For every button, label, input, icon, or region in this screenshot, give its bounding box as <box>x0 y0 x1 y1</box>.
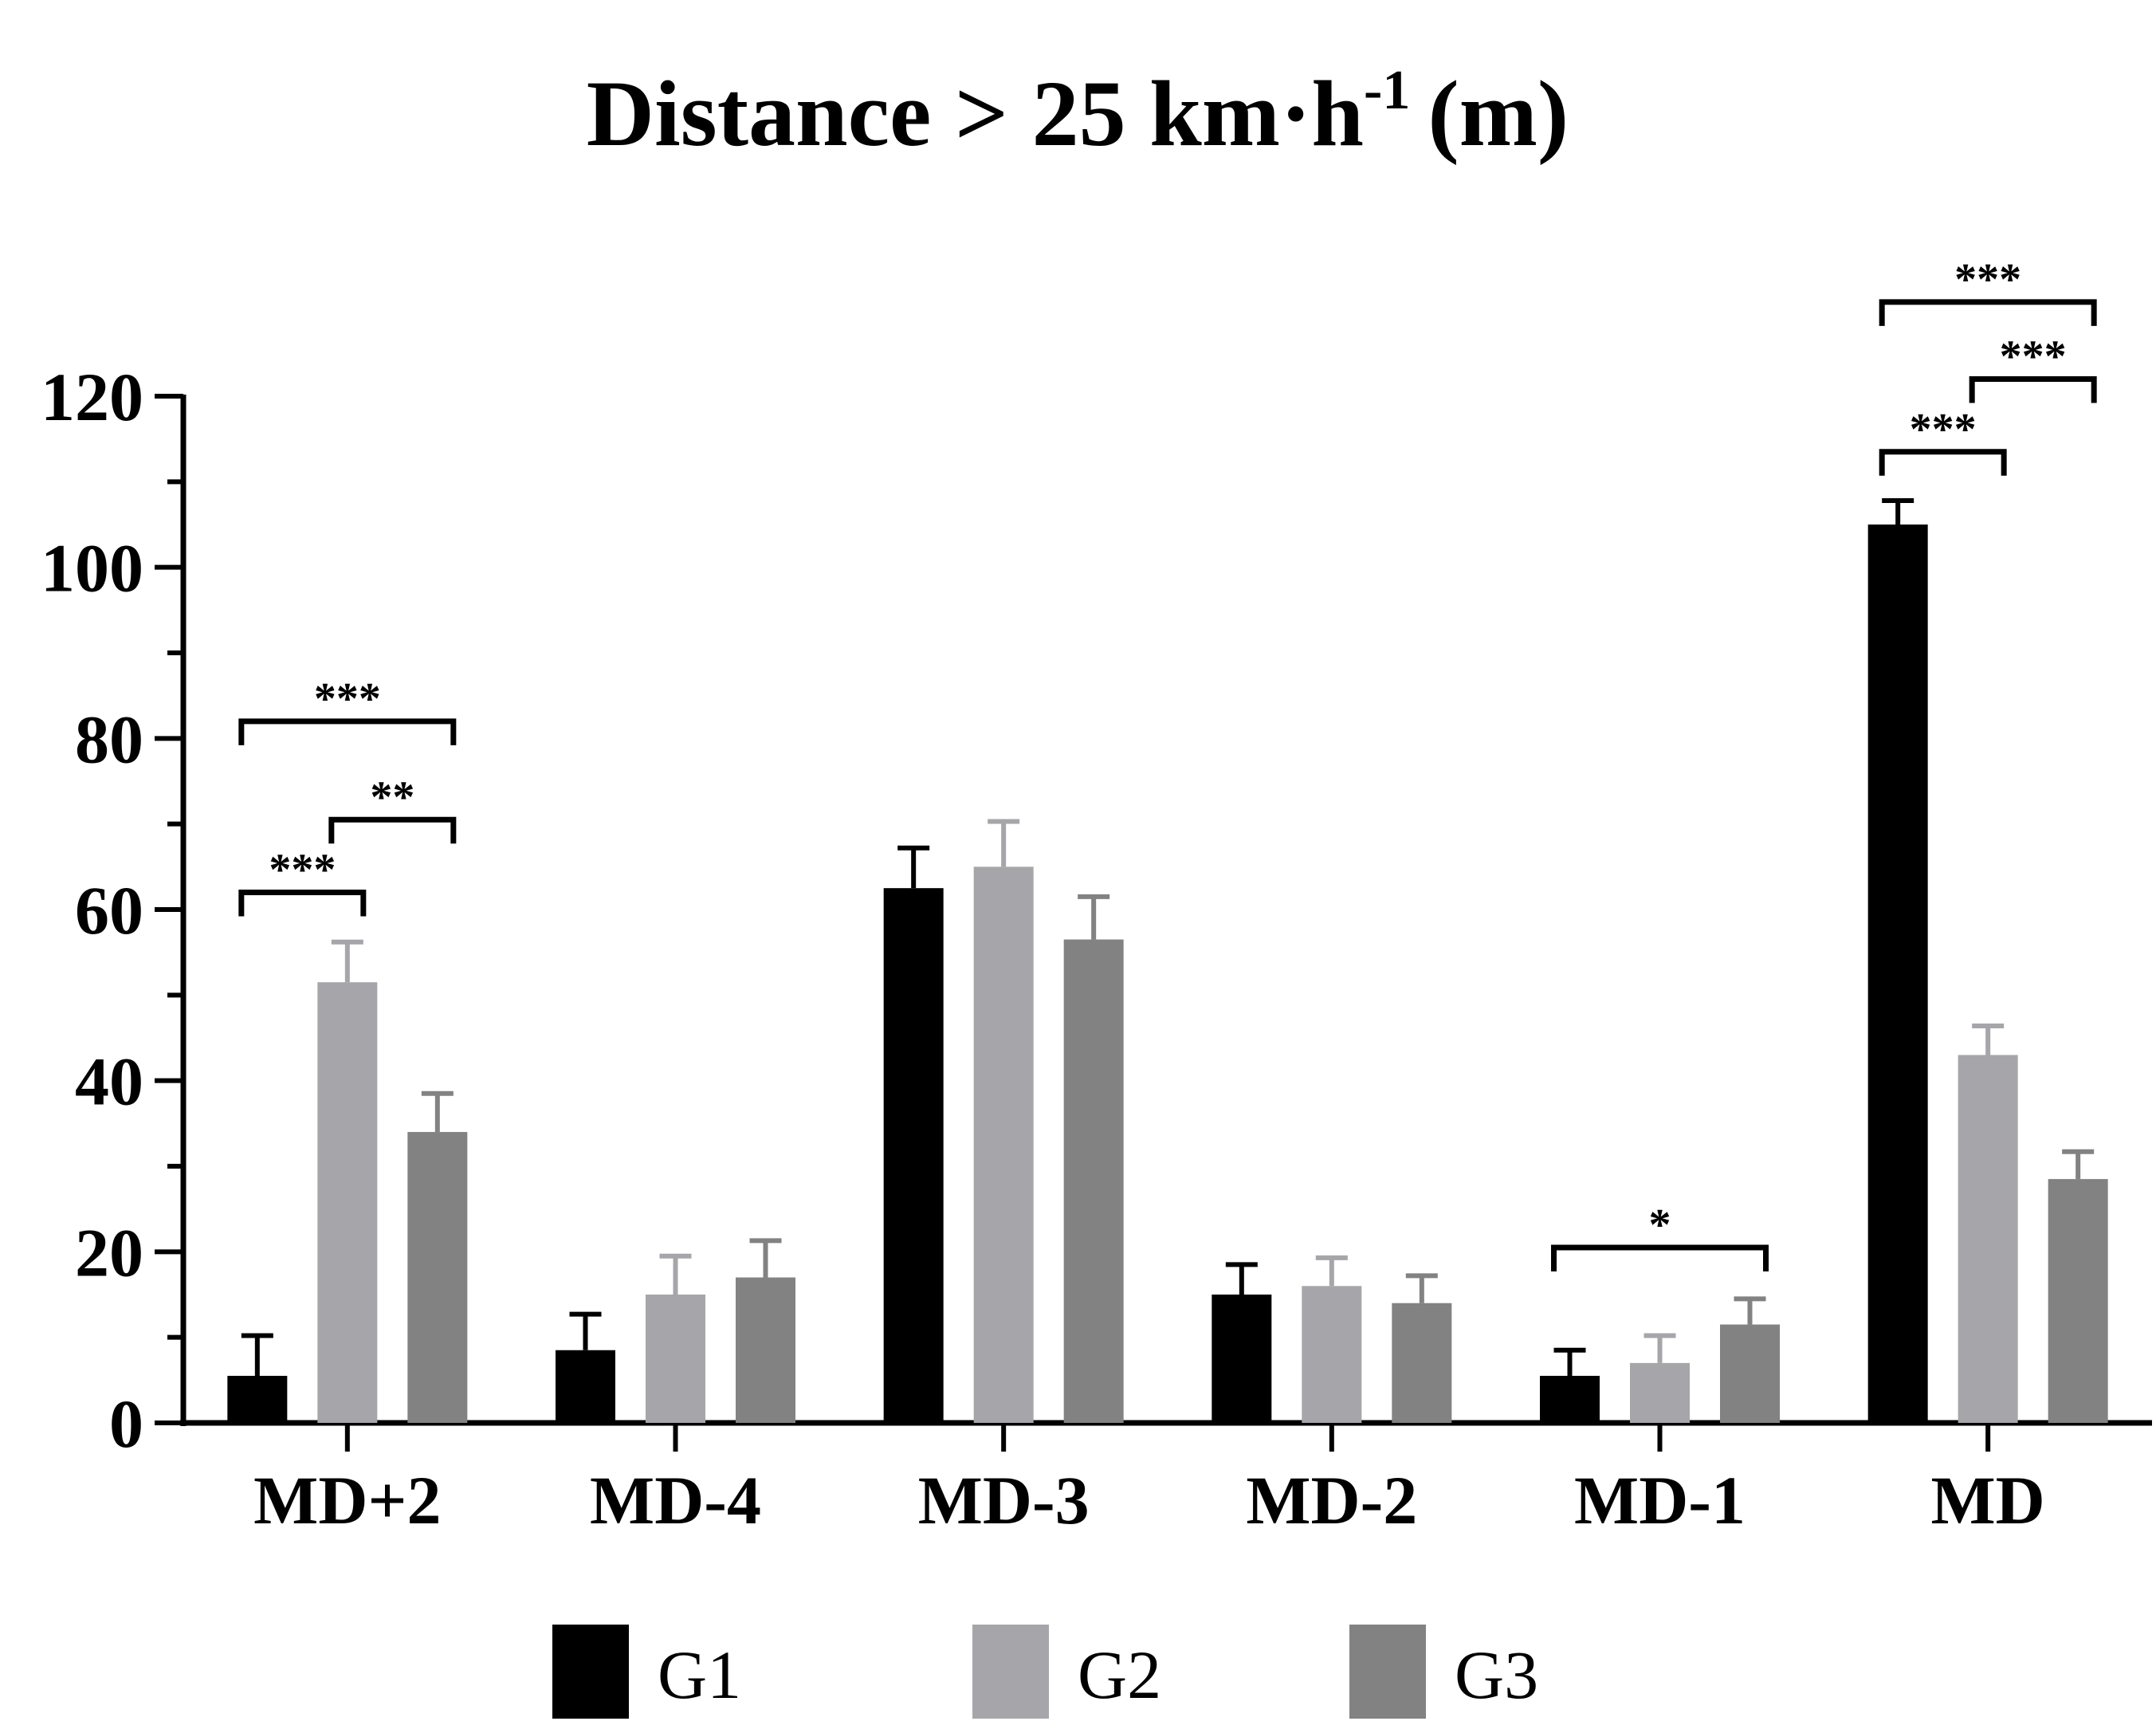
chart-title: Distance > 25 km·h-1 (m) <box>587 60 1569 166</box>
axes: 0 20 40 60 80 100 120 MD+2 MD-4 MD-3 MD-2 MD-1 MD <box>41 359 2152 1538</box>
bar <box>1302 1286 1362 1423</box>
x-tick-label: MD <box>1931 1462 2045 1538</box>
bar <box>1212 1295 1272 1423</box>
significance-bracket <box>328 816 457 844</box>
significance-group: ****************** <box>238 255 2097 1271</box>
bars-group <box>227 525 2108 1423</box>
significance-label: *** <box>269 846 336 895</box>
bar <box>973 866 1034 1423</box>
bar <box>2048 1179 2108 1423</box>
significance-label: ** <box>370 772 414 822</box>
bar <box>407 1132 468 1423</box>
x-tick-label: MD-1 <box>1574 1462 1746 1538</box>
significance-label: *** <box>314 674 381 724</box>
y-tick-label: 60 <box>75 872 143 949</box>
legend: G1 G2 G3 <box>552 1625 1538 1719</box>
legend-swatch <box>1349 1625 1426 1719</box>
error-bars-group <box>241 497 2095 1376</box>
significance-label: *** <box>1910 405 1977 454</box>
y-tick-label: 40 <box>75 1043 143 1120</box>
bar <box>1630 1362 1690 1423</box>
significance-label: * <box>1649 1200 1671 1250</box>
x-tick-label: MD-2 <box>1246 1462 1417 1538</box>
legend-label: G1 <box>658 1637 741 1713</box>
legend-label: G2 <box>1078 1637 1161 1713</box>
bar <box>1392 1303 1452 1423</box>
significance-bracket <box>1969 376 2097 403</box>
legend-swatch <box>552 1625 629 1719</box>
significance-bracket <box>238 890 367 917</box>
significance-bracket <box>1879 449 2007 476</box>
bar <box>317 982 378 1423</box>
legend-label: G3 <box>1455 1637 1538 1713</box>
legend-swatch <box>972 1625 1049 1719</box>
significance-label: *** <box>1954 255 2021 305</box>
significance-bracket <box>1551 1244 1769 1271</box>
chart-title-unit: (m) <box>1428 61 1569 166</box>
bar <box>736 1277 795 1423</box>
chart-title-superscript: -1 <box>1364 60 1410 121</box>
chart-title-main: Distance > 25 km·h <box>587 61 1364 166</box>
bar <box>1063 939 1124 1423</box>
significance-bracket <box>238 718 457 745</box>
bar <box>1540 1375 1600 1423</box>
bar <box>646 1295 705 1423</box>
bar <box>1720 1324 1780 1423</box>
x-tick-label: MD+2 <box>253 1462 441 1538</box>
significance-bracket <box>1879 299 2097 326</box>
x-tick-label: MD-3 <box>918 1462 1090 1538</box>
bar <box>1958 1055 2018 1423</box>
bar <box>1867 525 1928 1423</box>
y-tick-label: 100 <box>41 530 143 607</box>
y-tick-label: 0 <box>109 1385 143 1462</box>
y-tick-label: 80 <box>75 701 143 777</box>
y-tick-label: 120 <box>41 359 143 435</box>
bar <box>883 888 944 1423</box>
x-tick-label: MD-4 <box>590 1462 761 1538</box>
bar <box>556 1350 615 1423</box>
y-tick-label: 20 <box>75 1214 143 1291</box>
significance-label: *** <box>2000 332 2067 382</box>
bar <box>227 1375 288 1423</box>
